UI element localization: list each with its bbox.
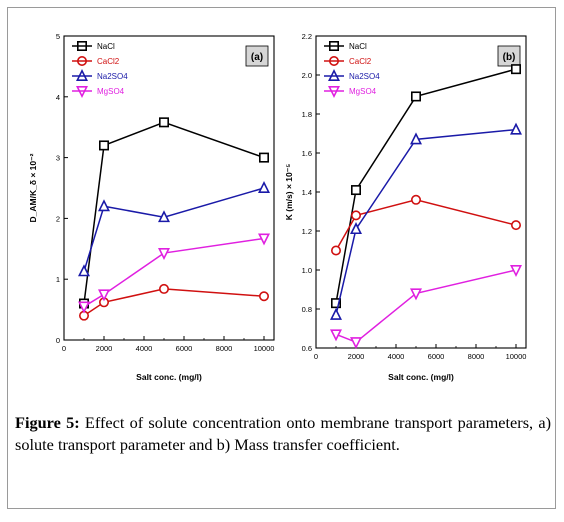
panel-a-y-tick-label: 3	[56, 154, 60, 163]
panel-b-point-nacl	[350, 185, 361, 196]
panel-a-panel-label: (a)	[251, 52, 263, 63]
panel-b-point-nacl	[330, 298, 341, 309]
panel-a-line-cacl2	[83, 288, 265, 317]
panel-a-x-tick-label: 6000	[176, 344, 193, 353]
panel-a-y-tick-label: 1	[56, 275, 60, 284]
panel-a-legend-label: CaCl2	[97, 57, 120, 66]
panel-b-series-mgso4	[328, 86, 522, 350]
panel-a-point-na2so4	[78, 264, 90, 277]
panel-a-point-mgso4	[158, 248, 170, 261]
panel-b-x-tick-label: 0	[314, 352, 318, 361]
figure-frame	[7, 7, 556, 509]
panel-a-x-tick-label: 4000	[136, 344, 153, 353]
panel-a-x-tick-label: 10000	[254, 344, 275, 353]
panel-b-point-na2so4	[330, 307, 342, 320]
panel-a-y-tick-label: 2	[56, 214, 60, 223]
panel-b-point-mgso4	[410, 288, 422, 301]
panel-b-legend-label: MgSO4	[349, 87, 377, 96]
panel-b-x-tick-label: 4000	[388, 352, 405, 361]
panel-b-point-mgso4	[510, 264, 522, 277]
panel-a-y-tick-label: 0	[56, 336, 60, 345]
panel-a-series-na2so4	[76, 69, 270, 277]
figure-caption: Figure 5: Effect of solute concentration…	[15, 412, 551, 456]
panel-b-y-tick-label: 1.6	[302, 149, 312, 158]
panel-a-point-mgso4	[98, 289, 110, 302]
panel-b-x-tick-label: 2000	[348, 352, 365, 361]
figure-charts: 0 2000 4000 6000 8000 10000 0 1 2 3 4 5 Salt conc. (…	[28, 32, 527, 382]
panel-a-legend-label: Na2SO4	[97, 72, 128, 81]
panel-a-series-nacl	[77, 40, 269, 309]
panel-b-x-axis-title: Salt conc. (mg/l)	[388, 372, 454, 382]
panel-a-point-nacl	[258, 152, 269, 163]
panel-b-point-mgso4	[350, 337, 362, 350]
panel-b-series-cacl2	[328, 55, 521, 256]
panel-b-point-cacl2	[330, 245, 341, 256]
panel-b-series-nacl	[328, 40, 521, 309]
panel-a-point-na2so4	[158, 210, 170, 223]
panel-a-x-tick-label: 2000	[96, 344, 113, 353]
panel-b-y-tick-label: 1.2	[302, 227, 312, 236]
panel-b-line-mgso4	[335, 269, 517, 344]
panel-a-point-na2so4	[98, 199, 110, 212]
panel-a-y-axis-title: D_AM/K_δ × 10⁻²	[28, 153, 38, 222]
panel-a-point-mgso4	[258, 233, 270, 246]
panel-b-series-na2so4	[328, 69, 522, 320]
panel-a-line-na2so4	[83, 187, 265, 272]
panel-b-point-mgso4	[330, 329, 342, 342]
panel-b-point-cacl2	[510, 220, 521, 231]
panel-b-x-tick-label: 10000	[506, 352, 527, 361]
caption-text: Effect of solute concentration onto memb…	[15, 413, 551, 454]
panel-a-panel-label-box	[245, 45, 269, 67]
panel-a-point-mgso4	[78, 301, 90, 314]
panel-a-x-axis-title: Salt conc. (mg/l)	[136, 372, 202, 382]
panel-b-point-cacl2	[410, 194, 421, 205]
panel-a-series-mgso4	[76, 86, 270, 314]
panel-a-point-nacl	[159, 117, 170, 128]
panel-b-legend-label: CaCl2	[349, 57, 372, 66]
panel-b-y-axis-title: K (m/s) × 10⁻⁵	[284, 164, 294, 220]
panel-b-axes-box	[315, 35, 527, 349]
panel-b-y-tick-label: 1.4	[302, 188, 312, 197]
panel-a-x-tick-label: 0	[62, 344, 66, 353]
panel-b-line-cacl2	[335, 199, 517, 251]
panel-a-x-tick-label: 8000	[216, 344, 233, 353]
panel-b-legend-label: NaCl	[349, 42, 367, 51]
panel-b-y-tick-label: 0.8	[302, 305, 312, 314]
panel-b-legend-label: Na2SO4	[349, 72, 380, 81]
panel-b-y-tick-label: 2.0	[302, 71, 312, 80]
panel-a-series-cacl2	[77, 55, 269, 321]
panel-a-point-cacl2	[258, 291, 269, 302]
panel-a-line-nacl	[83, 121, 265, 304]
panel-a-point-nacl	[99, 140, 110, 151]
panel-a-line-mgso4	[83, 237, 265, 308]
panel-b-y-tick-label: 1.0	[302, 266, 312, 275]
panel-b-line-nacl	[335, 68, 517, 304]
panel-a-y-tick-label: 5	[56, 32, 60, 41]
panel-a-point-na2so4	[258, 181, 270, 193]
panel-b-point-cacl2	[350, 210, 361, 221]
panel-a-legend-label: NaCl	[97, 42, 115, 51]
panel-b-panel-label: (b)	[503, 52, 516, 63]
panel-b-y-tick-label: 0.6	[302, 344, 312, 353]
panel-a-y-tick-label: 4	[56, 93, 60, 102]
panel-a-axes-box	[63, 35, 275, 341]
panel-b-point-na2so4	[350, 222, 362, 235]
panel-b-point-nacl	[410, 91, 421, 102]
panel-a-legend-label: MgSO4	[97, 87, 125, 96]
panel-b-y-tick-label: 1.8	[302, 110, 312, 119]
panel-a-point-cacl2	[159, 283, 170, 294]
panel-b-y-tick-label: 2.2	[302, 32, 312, 41]
panel-b-point-na2so4	[510, 122, 522, 135]
caption-label: Figure 5:	[15, 413, 80, 432]
panel-b-panel-label-box	[497, 45, 521, 67]
panel-b-point-nacl	[510, 64, 521, 75]
panel-b-x-tick-label: 8000	[468, 352, 485, 361]
panel-b-line-na2so4	[335, 128, 517, 316]
panel-b-x-tick-label: 6000	[428, 352, 445, 361]
panel-b-point-na2so4	[410, 132, 422, 145]
